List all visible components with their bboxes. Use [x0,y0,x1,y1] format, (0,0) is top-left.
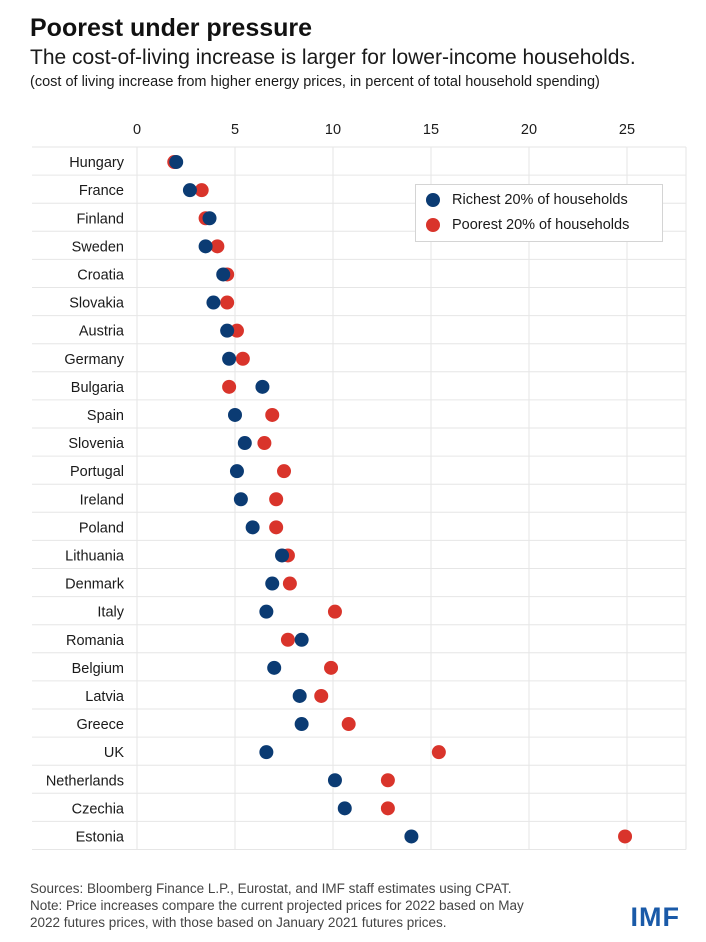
richest-point [294,717,309,732]
y-category-label: Belgium [72,661,124,677]
y-category-label: Slovakia [69,296,125,312]
imf-logo: IMF [630,902,680,932]
richest-point [222,351,237,366]
y-category-label: Finland [76,211,124,227]
legend-item-richest: Richest 20% of households [426,192,628,208]
richest-point [237,436,252,451]
richest-point [206,295,221,310]
richest-point [292,688,307,703]
y-category-label: Denmark [65,577,125,593]
x-tick-label: 5 [231,122,239,138]
x-tick-label: 10 [325,122,341,138]
data-points [167,155,633,844]
legend-item-poorest: Poorest 20% of households [426,217,629,233]
richest-point [198,239,213,254]
poorest-point [282,576,297,591]
x-tick-label: 15 [423,122,439,138]
richest-point [259,604,274,619]
y-category-label: Portugal [70,464,124,480]
y-category-label: Romania [66,633,125,649]
poorest-point [269,492,284,507]
poorest-point [235,351,250,366]
poorest-point [269,520,284,535]
chart-title: Poorest under pressure [30,14,313,42]
y-category-label: France [79,183,124,199]
footer-note-line1: Note: Price increases compare the curren… [30,898,524,913]
poorest-point [341,717,356,732]
richest-point [228,407,242,422]
richest-point [337,801,352,816]
poorest-point [222,379,237,394]
richest-point [265,576,280,591]
poorest-point [314,688,329,703]
y-category-label: Spain [87,408,124,424]
legend-richest-label: Richest 20% of households [452,192,628,208]
x-tick-label: 20 [521,122,537,138]
richest-point [294,632,309,647]
richest-point [233,492,248,507]
y-category-label: Croatia [77,267,125,283]
y-category-label: Germany [64,352,124,368]
richest-point [327,773,342,788]
poorest-point [380,801,395,816]
legend: Richest 20% of households Poorest 20% of… [415,184,663,242]
poorest-point [380,773,395,788]
y-category-label: Hungary [69,155,125,171]
poorest-point [210,239,225,254]
richest-point [404,829,419,844]
poorest-point [431,745,446,760]
y-category-label: Poland [79,520,124,536]
y-category-label: Sweden [72,239,124,255]
richest-point [259,745,274,760]
poorest-point [324,660,339,675]
poorest-point [327,604,342,619]
poorest-point [194,183,209,198]
richest-point [275,548,290,563]
richest-point [202,211,217,226]
dot-plot-chart: 0 5 10 15 20 25 Hungary France Finland Sweden Cro… [32,122,687,850]
poorest-point [220,295,235,310]
footer-sources: Sources: Bloomberg Finance L.P., Eurosta… [30,881,512,896]
footer-note-line2: 2022 futures prices, with those based on… [30,915,447,930]
richest-point [220,323,235,338]
y-axis-labels: Hungary France Finland Sweden Croatia Slovaki… [46,155,125,845]
legend-poorest-label: Poorest 20% of households [452,217,630,233]
y-category-label: Czechia [72,801,125,817]
x-axis-ticks: 0 5 10 15 20 25 [133,122,635,138]
legend-poorest-marker [426,218,440,232]
richest-point [245,520,260,535]
poorest-point [277,464,291,479]
y-category-label: Netherlands [46,773,124,789]
poorest-point [265,407,280,422]
richest-point [229,464,244,479]
y-category-label: Latvia [85,689,125,705]
richest-point [255,379,270,394]
richest-point [216,267,231,282]
richest-point [182,183,197,198]
poorest-point [257,436,272,451]
y-category-label: Ireland [80,492,124,508]
y-category-label: Greece [76,717,124,733]
y-category-label: Estonia [76,829,125,845]
x-tick-label: 0 [133,122,141,138]
poorest-point [618,829,633,844]
y-category-label: Lithuania [65,548,125,564]
x-tick-label: 25 [619,122,635,138]
poorest-point [280,632,295,647]
poorest-point [229,323,244,338]
y-category-label: UK [104,745,124,761]
footer-notes: Sources: Bloomberg Finance L.P., Eurosta… [30,880,630,931]
y-category-label: Austria [79,324,125,340]
richest-point [169,155,184,170]
grid-layer [32,146,687,850]
y-category-label: Bulgaria [71,380,125,396]
legend-richest-marker [426,193,440,207]
chart-unit-note: (cost of living increase from higher ene… [30,74,600,90]
richest-point [267,660,282,675]
y-category-label: Italy [97,605,124,621]
y-category-label: Slovenia [68,436,125,452]
chart-subtitle: The cost-of-living increase is larger fo… [30,46,636,69]
